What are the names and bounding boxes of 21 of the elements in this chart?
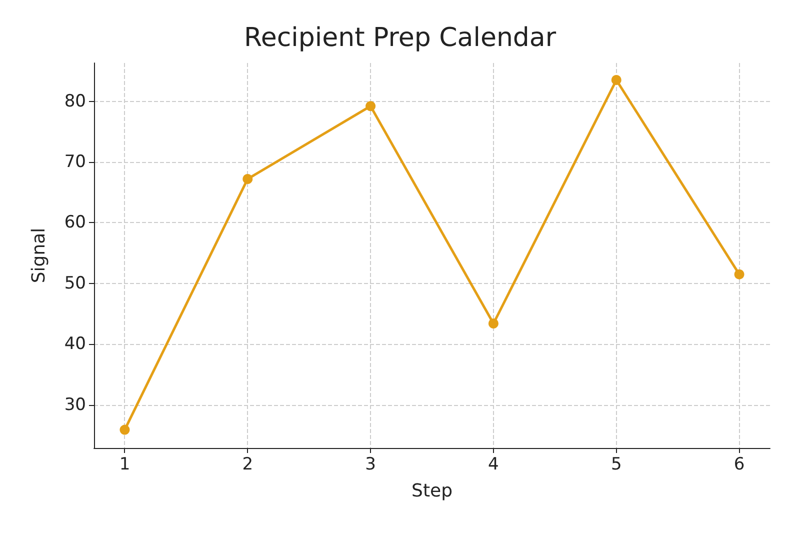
x-tick-label: 1 [119, 454, 130, 474]
point [488, 318, 498, 329]
point [120, 424, 130, 435]
y-axis-title: Signal [28, 228, 50, 284]
x-axis-title: Step [412, 480, 452, 502]
x-tick-label: 3 [365, 454, 376, 474]
y-tick-label: 30 [64, 394, 86, 415]
chart-title: Recipient Prep Calendar [244, 23, 556, 53]
y-tick-label: 50 [64, 273, 86, 294]
point [242, 174, 253, 184]
point [734, 269, 744, 280]
y-tick-label: 70 [64, 152, 86, 172]
x-tick-label: 2 [242, 454, 254, 474]
y-tick-label: 60 [64, 212, 86, 233]
x-tick-label: 5 [610, 454, 622, 474]
y-tick-label: 40 [64, 334, 86, 354]
x-tick-label: 4 [488, 454, 499, 474]
point [366, 101, 376, 112]
y-tick-label: 80 [64, 91, 86, 112]
x-tick-label: 6 [734, 454, 745, 474]
point [611, 75, 622, 85]
